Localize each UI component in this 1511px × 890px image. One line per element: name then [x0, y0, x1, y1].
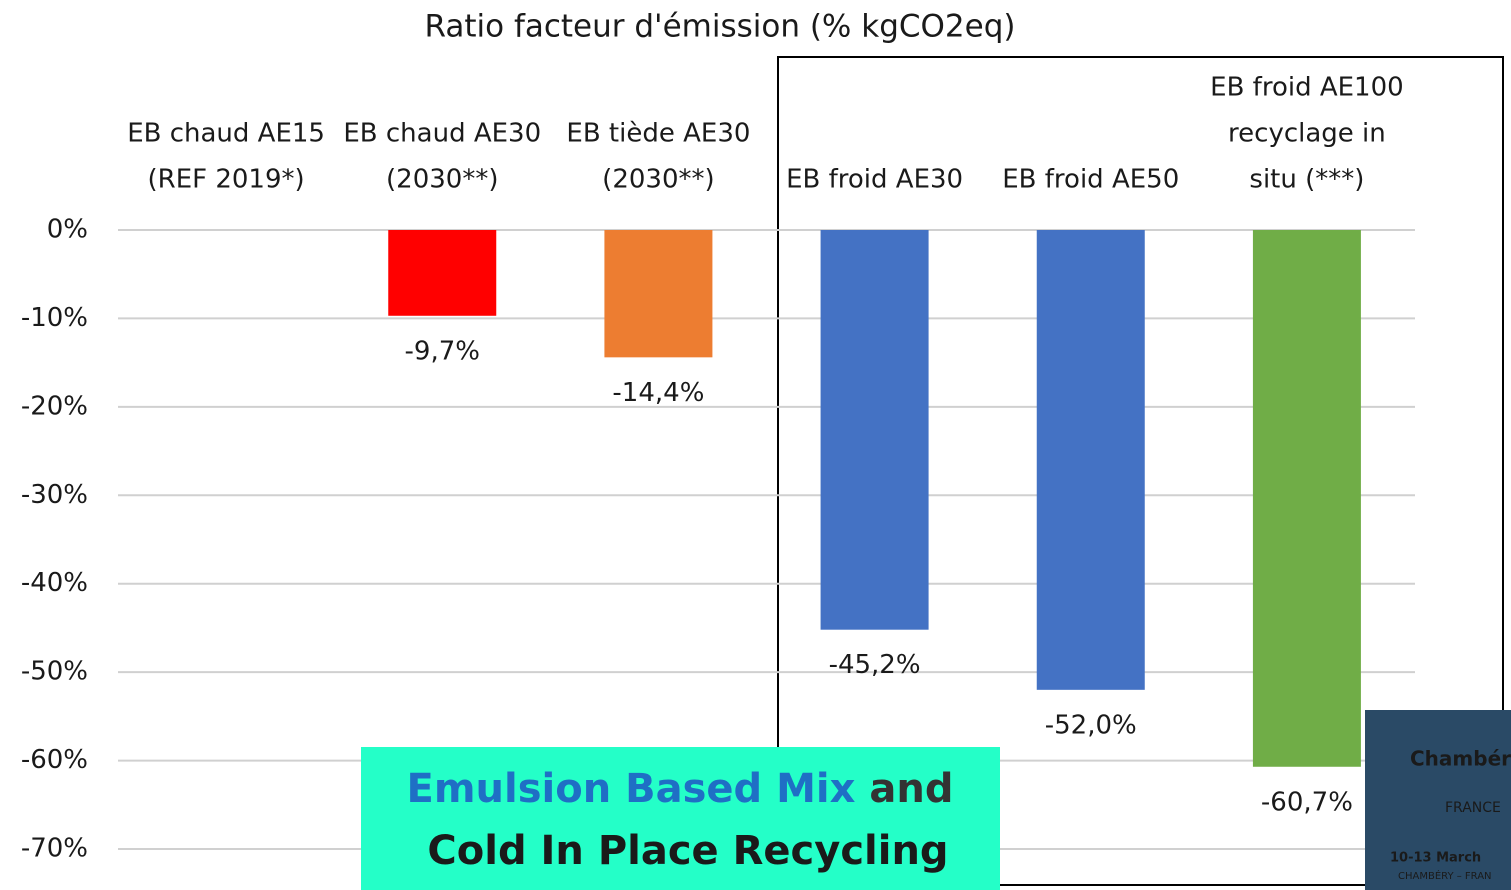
x-category-label: EB chaud AE15 — [127, 119, 325, 149]
y-tick-label: 0% — [47, 215, 88, 245]
annotation-part: and — [855, 766, 953, 812]
highlight-frame — [777, 56, 1504, 886]
x-category-label: EB froid AE100 — [1210, 73, 1404, 103]
logo-text: CHAMBÉRY – FRAN — [1398, 869, 1492, 882]
logo — [1365, 710, 1511, 890]
bar — [820, 230, 929, 630]
y-tick-label: -70% — [21, 834, 88, 864]
x-category-label: (2030**) — [386, 165, 498, 195]
x-category-label: (REF 2019*) — [147, 165, 304, 195]
data-label: -14,4% — [612, 378, 704, 408]
data-label: -45,2% — [829, 650, 921, 680]
logo-text: Chambér — [1410, 747, 1511, 771]
bar — [1036, 230, 1145, 690]
bar — [388, 230, 497, 316]
x-category-label: recyclage in — [1228, 119, 1386, 149]
annotation-line: Cold In Place Recycling — [427, 828, 948, 874]
data-label: -60,7% — [1261, 787, 1353, 817]
annotation-box — [361, 747, 1000, 890]
y-tick-label: -10% — [21, 303, 88, 333]
data-label: -52,0% — [1045, 710, 1137, 740]
x-category-label: EB froid AE30 — [786, 165, 963, 195]
logo-text: 10-13 March — [1390, 851, 1481, 866]
x-category-label: situ (***) — [1249, 165, 1364, 195]
y-tick-label: -40% — [21, 568, 88, 598]
annotation-part: Emulsion Based Mix — [407, 766, 856, 812]
bar — [604, 230, 713, 358]
x-category-label: EB chaud AE30 — [343, 119, 541, 149]
y-tick-label: -30% — [21, 480, 88, 510]
x-category-label: EB tiède AE30 — [566, 119, 750, 149]
x-category-label: (2030**) — [602, 165, 714, 195]
chart-title: Ratio facteur d'émission (% kgCO2eq) — [425, 9, 1016, 45]
logo-text: FRANCE — [1445, 800, 1501, 816]
annotation-line: Emulsion Based Mix and — [407, 766, 954, 812]
x-category-label: EB froid AE50 — [1002, 165, 1179, 195]
data-label: -9,7% — [405, 336, 480, 366]
y-tick-label: -50% — [21, 657, 88, 687]
bar — [1252, 230, 1361, 767]
y-tick-label: -20% — [21, 391, 88, 421]
y-tick-label: -60% — [21, 745, 88, 775]
